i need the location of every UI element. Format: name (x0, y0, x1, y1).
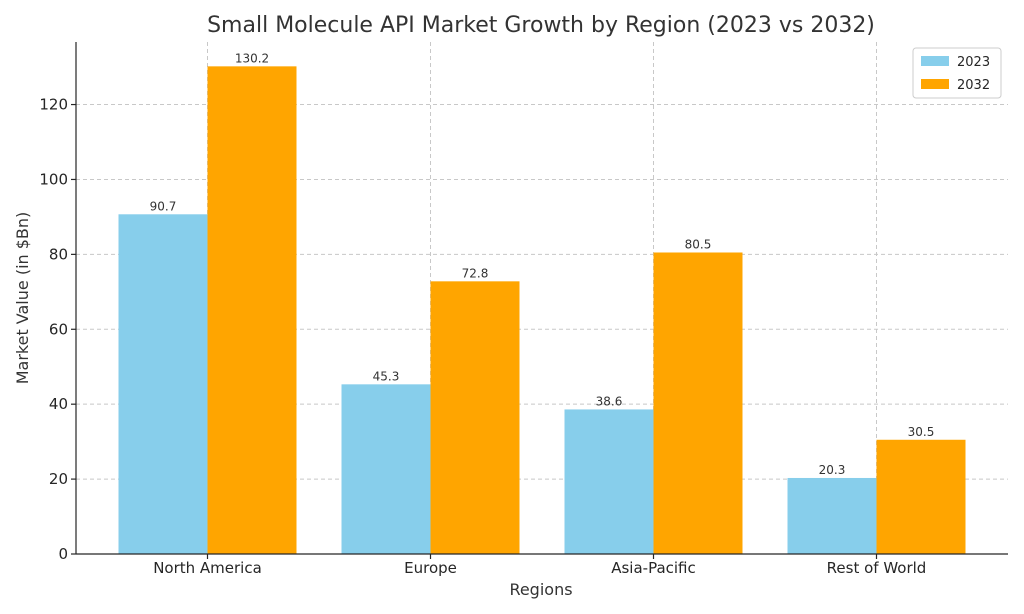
bar-2032 (430, 281, 520, 554)
bar-value-label: 72.8 (462, 266, 489, 280)
legend-swatch (921, 79, 949, 89)
x-tick-label: Europe (404, 559, 457, 577)
x-tick-label: North America (153, 559, 262, 577)
y-tick-label: 80 (49, 245, 68, 263)
bar-value-label: 80.5 (685, 237, 712, 251)
bar-value-label: 45.3 (373, 369, 400, 383)
data-labels: 90.7 45.3 38.6 20.3 130.2 72.8 80.5 30.5 (150, 51, 935, 477)
bar-2032 (207, 66, 297, 555)
y-tick-label: 100 (39, 170, 68, 188)
legend-swatch (921, 56, 949, 66)
bar-value-label: 130.2 (235, 51, 269, 65)
bar-2032 (653, 252, 743, 555)
bar-value-label: 90.7 (150, 199, 177, 213)
legend-entry: 2023 (957, 55, 990, 70)
bar-2032 (876, 439, 966, 554)
ticks: 0 20 40 60 80 100 120 North America Europe Asia-P… (39, 96, 926, 577)
bar-2023 (341, 384, 431, 554)
y-tick-label: 0 (58, 545, 68, 563)
y-tick-label: 60 (49, 320, 68, 338)
legend-entry: 2032 (957, 78, 990, 93)
bar-2023 (787, 477, 877, 554)
y-tick-label: 20 (49, 470, 68, 488)
bar-value-label: 30.5 (908, 425, 935, 439)
bars (118, 66, 966, 555)
legend: 2023 2032 (912, 47, 1002, 99)
x-axis-label: Regions (509, 580, 572, 599)
bar-2023 (564, 409, 654, 554)
x-tick-label: Rest of World (827, 559, 927, 577)
bar-value-label: 38.6 (596, 394, 623, 408)
axes (75, 42, 1008, 555)
y-tick-label: 40 (49, 395, 68, 413)
y-axis-label: Market Value (in $Bn) (13, 212, 32, 385)
x-tick-label: Asia-Pacific (611, 559, 696, 577)
chart-title: Small Molecule API Market Growth by Regi… (207, 13, 875, 38)
y-tick-label: 120 (39, 96, 68, 114)
bar-value-label: 20.3 (819, 463, 846, 477)
bar-2023 (118, 214, 208, 555)
